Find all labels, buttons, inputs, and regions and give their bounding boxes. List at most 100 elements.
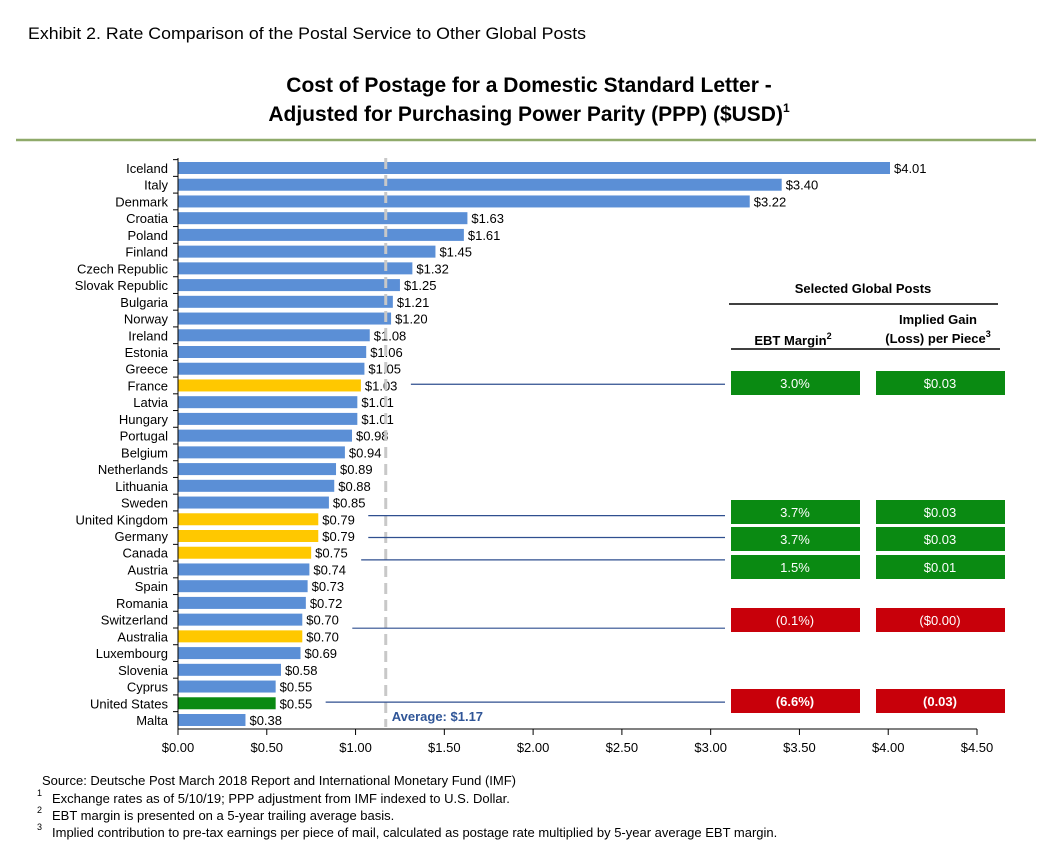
chart-title-line2-text: Adjusted for Purchasing Power Parity (PP… [268, 103, 783, 126]
category-label-lithuania: Lithuania [115, 479, 169, 494]
bar-australia [178, 630, 303, 643]
bar-france [178, 379, 361, 392]
data-label-malta: $0.38 [249, 713, 282, 728]
gain-box-united-states [876, 689, 1005, 713]
chart-title-line2: Adjusted for Purchasing Power Parity (PP… [268, 101, 790, 126]
footnote-2-text: EBT margin is presented on a 5-year trai… [52, 808, 394, 823]
margin-value-united-kingdom: 3.7% [780, 505, 810, 520]
bar-austria [178, 563, 310, 576]
data-label-croatia: $1.63 [471, 211, 504, 226]
data-label-lithuania: $0.88 [338, 479, 371, 494]
bar-italy [178, 178, 782, 191]
category-label-norway: Norway [124, 312, 169, 327]
footnote-2: 2 EBT margin is presented on a 5-year tra… [37, 805, 394, 823]
footnote-1-text: Exchange rates as of 5/10/19; PPP adjust… [52, 791, 510, 806]
category-label-australia: Australia [117, 629, 168, 644]
data-label-netherlands: $0.89 [340, 462, 373, 477]
data-label-italy: $3.40 [786, 178, 819, 193]
gain-box-united-kingdom [876, 500, 1005, 524]
category-label-bulgaria: Bulgaria [120, 295, 168, 310]
bar-lithuania [178, 479, 335, 492]
col2-header-line2: (Loss) per Piece3 [885, 329, 990, 346]
margin-box-canada [731, 555, 860, 579]
bar-estonia [178, 346, 367, 358]
category-label-belgium: Belgium [121, 445, 168, 460]
gain-value-united-states: (0.03) [923, 694, 957, 709]
category-label-portugal: Portugal [120, 429, 169, 444]
category-label-hungary: Hungary [119, 412, 169, 427]
margin-value-australia: (0.1%) [776, 613, 814, 628]
data-label-united-states: $0.55 [280, 696, 313, 711]
bar-czech-republic [178, 262, 413, 275]
data-label-switzerland: $0.70 [306, 613, 339, 628]
category-label-poland: Poland [128, 228, 168, 243]
x-tick-label: $3.50 [783, 740, 816, 755]
bar-cyprus [178, 680, 276, 693]
bar-luxembourg [178, 647, 301, 660]
category-label-luxembourg: Luxembourg [96, 646, 168, 661]
margin-value-united-states: (6.6%) [776, 694, 814, 709]
bar-spain [178, 580, 308, 593]
data-label-latvia: $1.01 [361, 395, 394, 410]
bar-denmark [178, 195, 750, 208]
margin-value-germany: 3.7% [780, 532, 810, 547]
data-label-france: $1.03 [365, 378, 398, 393]
gain-box-france [876, 371, 1005, 395]
col1-sup: 2 [827, 331, 832, 341]
margin-box-germany [731, 527, 860, 551]
data-label-romania: $0.72 [310, 596, 343, 611]
bar-greece [178, 362, 365, 375]
footnote-1-sup: 1 [37, 788, 42, 798]
category-label-croatia: Croatia [126, 211, 169, 226]
selected-posts-table: Selected Global Posts EBT Margin2 Implied … [325, 281, 1005, 713]
category-label-sweden: Sweden [121, 496, 168, 511]
footnote-3-text: Implied contribution to pre-tax earnings… [52, 825, 777, 840]
data-label-austria: $0.74 [313, 562, 346, 577]
category-label-austria: Austria [128, 562, 169, 577]
exhibit-title: Exhibit 2. Rate Comparison of the Postal… [28, 24, 586, 43]
footnote-3: 3 Implied contribution to pre-tax earning… [37, 822, 777, 840]
chart-title-line1: Cost of Postage for a Domestic Standard … [286, 74, 771, 97]
table-title: Selected Global Posts [795, 281, 932, 296]
average-label: Average: $1.17 [392, 709, 483, 724]
col2-header-text: (Loss) per Piece [885, 331, 985, 346]
bar-belgium [178, 446, 345, 459]
category-label-latvia: Latvia [133, 395, 168, 410]
col1-header: EBT Margin2 [754, 331, 831, 348]
data-label-slovak-republic: $1.25 [404, 278, 437, 293]
category-label-spain: Spain [135, 579, 168, 594]
bar-malta [178, 714, 246, 726]
data-label-iceland: $4.01 [894, 161, 927, 176]
category-label-slovenia: Slovenia [118, 663, 169, 678]
footnote-2-sup: 2 [37, 805, 42, 815]
bar-norway [178, 312, 392, 325]
data-label-spain: $0.73 [312, 579, 345, 594]
x-tick-label: $0.00 [162, 740, 195, 755]
x-axis: $0.00 $0.50 $1.00 $1.50 $2.00 $2.50 $3.00 $3.50… [162, 158, 994, 755]
bar-bulgaria [178, 295, 393, 308]
category-label-netherlands: Netherlands [98, 462, 169, 477]
category-label-czech-republic: Czech Republic [77, 261, 169, 276]
category-label-malta: Malta [136, 713, 169, 728]
data-label-luxembourg: $0.69 [305, 646, 338, 661]
bar-hungary [178, 412, 358, 425]
gain-value-germany: $0.03 [924, 532, 957, 547]
bar-slovenia [178, 663, 281, 676]
x-tick-label: $0.50 [251, 740, 284, 755]
category-label-finland: Finland [125, 245, 168, 260]
footnote-3-sup: 3 [37, 822, 42, 832]
bar-netherlands [178, 463, 337, 476]
bar-slovak-republic [178, 279, 400, 292]
footnote-1: 1 Exchange rates as of 5/10/19; PPP adjus… [37, 788, 510, 806]
bar-canada [178, 546, 312, 559]
bar-ireland [178, 329, 370, 342]
bar-united-states [178, 697, 276, 710]
data-label-finland: $1.45 [439, 245, 472, 260]
x-tick-label: $2.50 [606, 740, 639, 755]
margin-box-australia [731, 608, 860, 632]
data-label-slovenia: $0.58 [285, 663, 318, 678]
bar-poland [178, 228, 464, 241]
x-tick-label: $4.50 [961, 740, 994, 755]
margin-box-france [731, 371, 860, 395]
gain-box-germany [876, 527, 1005, 551]
